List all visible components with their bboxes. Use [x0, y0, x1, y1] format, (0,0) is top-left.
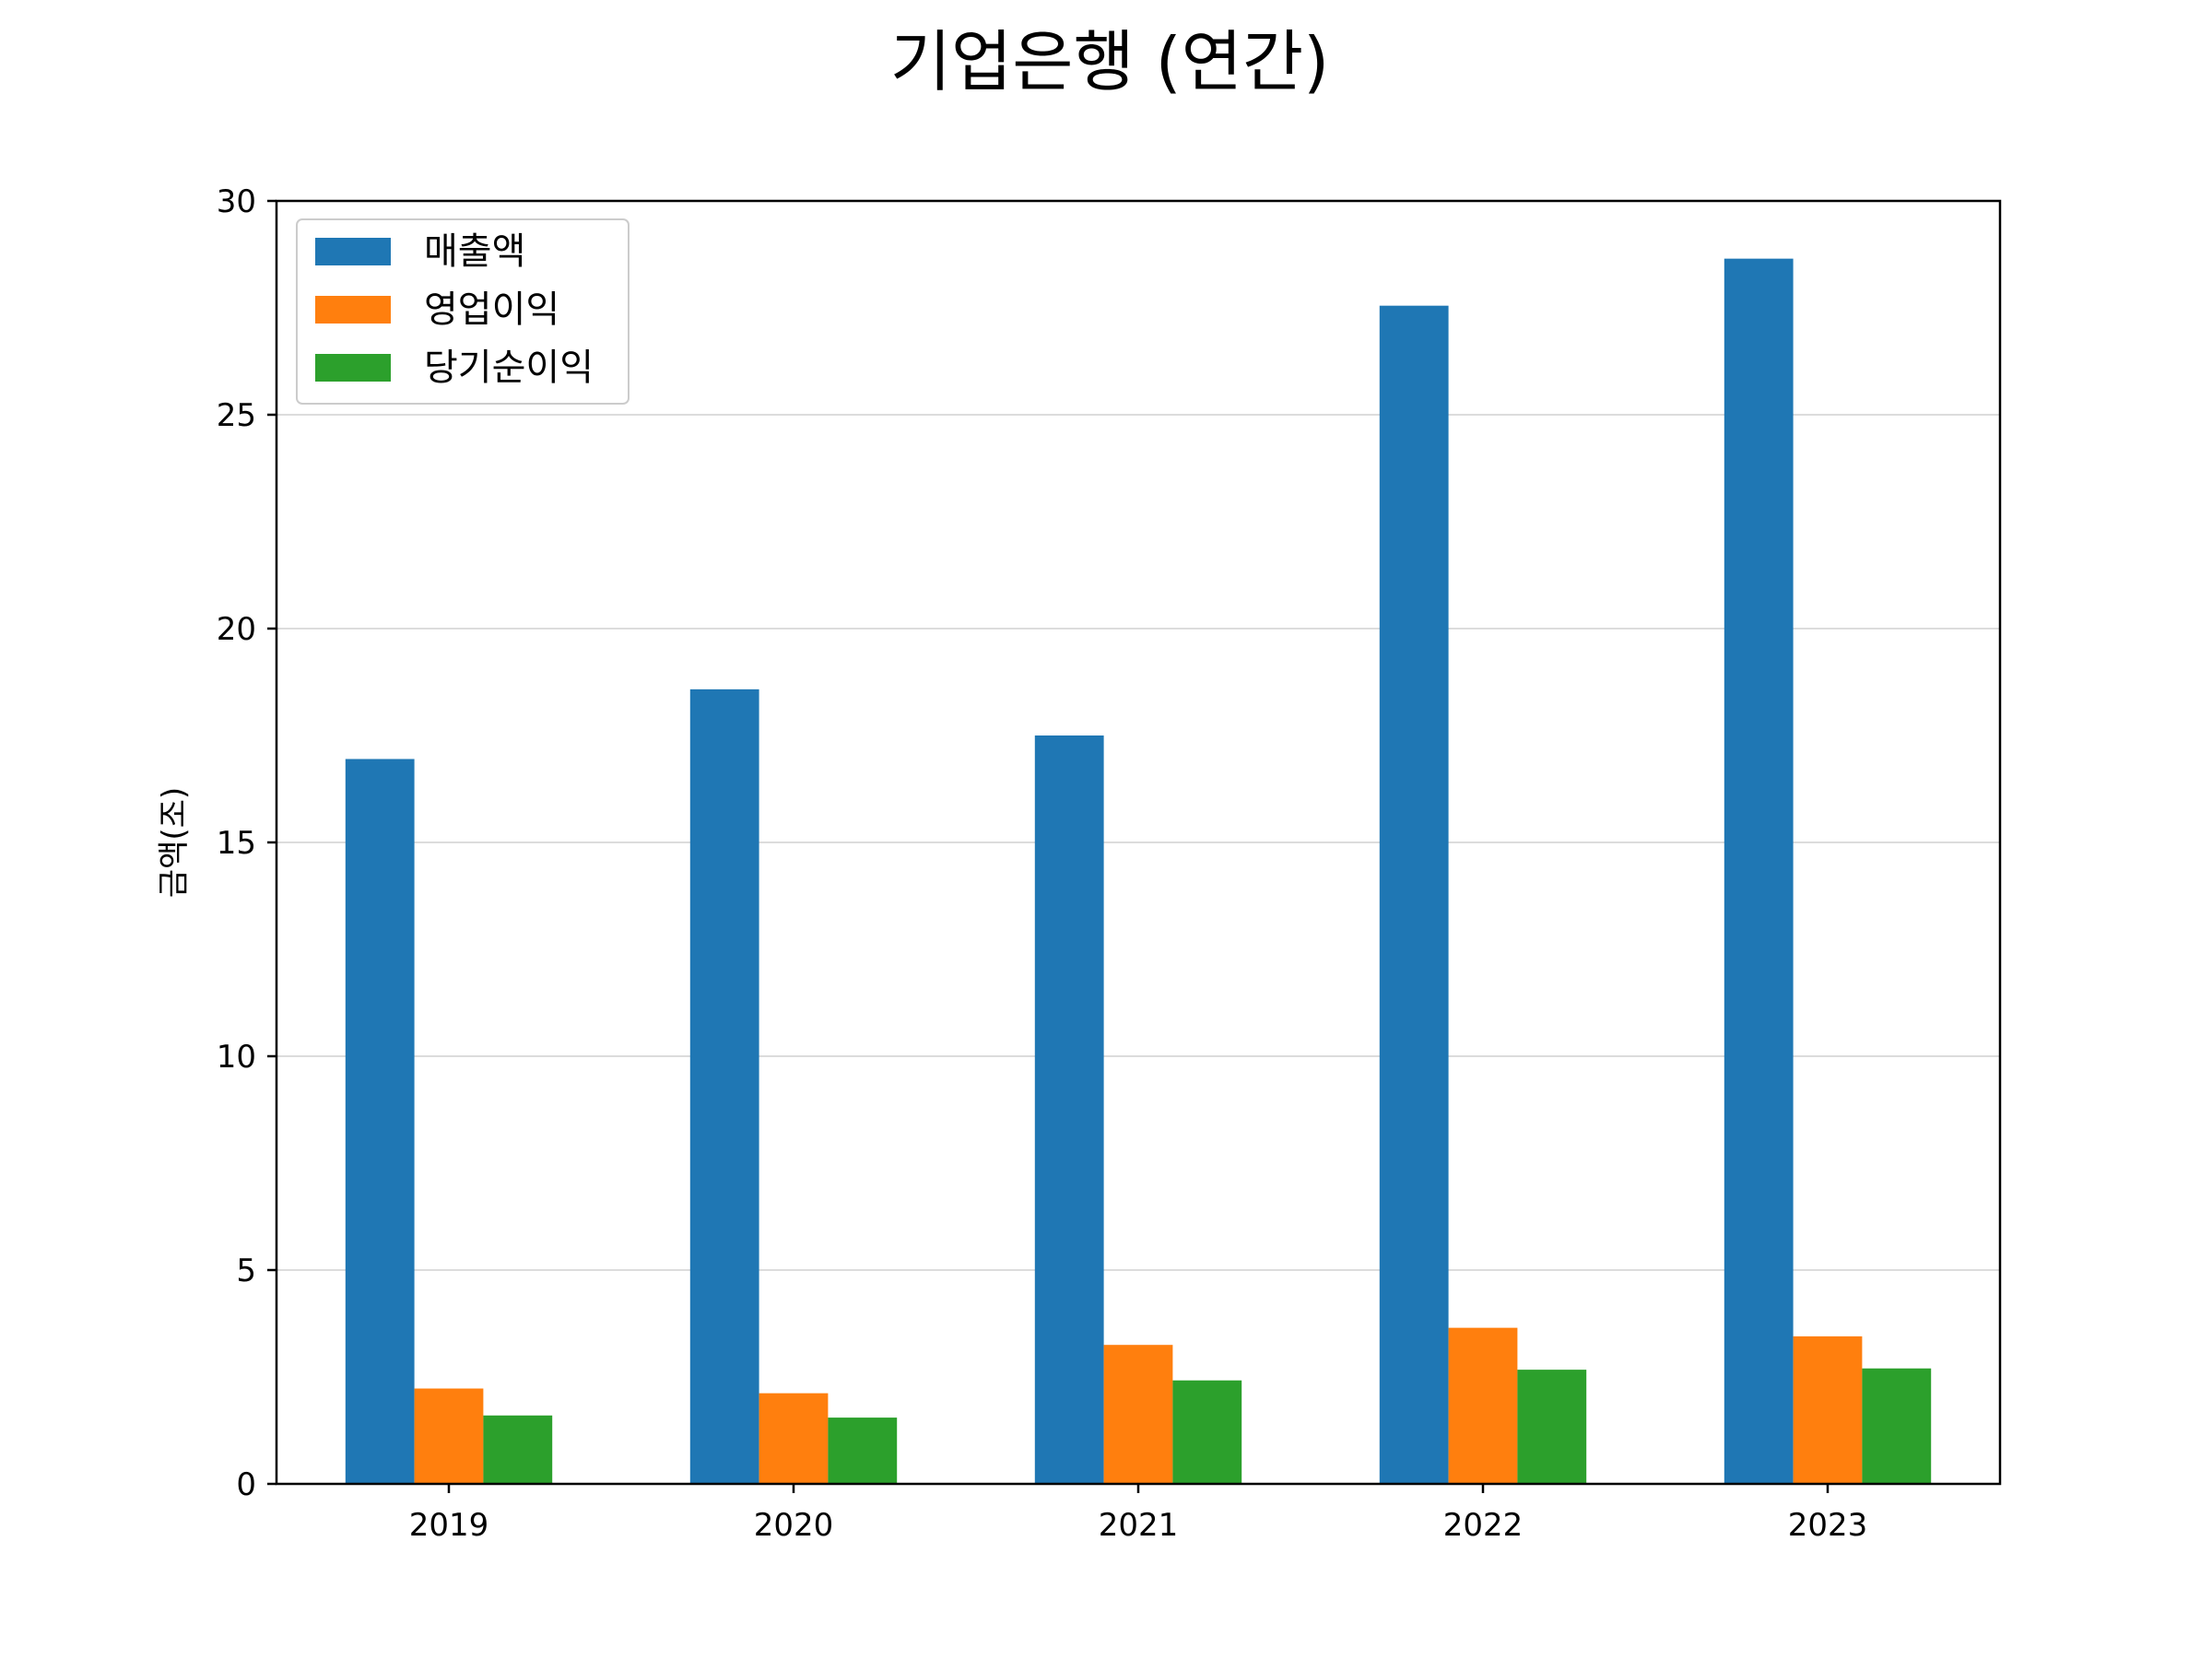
bar-2021-영업이익 [1103, 1345, 1173, 1484]
x-tick-label: 2019 [409, 1507, 489, 1544]
y-tick-label: 25 [217, 397, 256, 434]
bar-2021-매출액 [1034, 735, 1104, 1484]
x-tick-label: 2023 [1788, 1507, 1868, 1544]
y-axis-label: 금액(조) [156, 787, 193, 898]
legend-swatch [315, 354, 391, 382]
bar-2022-영업이익 [1448, 1327, 1518, 1484]
legend-label: 영업이익 [424, 288, 559, 331]
bar-2023-당기순이익 [1862, 1368, 1932, 1484]
y-axis: 0 5 10 15 20 25 30 [217, 183, 276, 1503]
y-tick-label: 5 [236, 1253, 256, 1289]
y-tick-label: 15 [217, 825, 256, 862]
gridlines [276, 414, 2000, 1271]
bar-2019-영업이익 [414, 1388, 484, 1484]
y-tick-label: 30 [217, 183, 256, 220]
y-tick-label: 10 [217, 1039, 256, 1076]
chart-title: 기업은행 (연간) [890, 23, 1330, 100]
legend-label: 당기순이익 [424, 347, 594, 389]
legend-swatch [315, 238, 391, 265]
bar-2020-당기순이익 [828, 1418, 898, 1484]
bar-2019-매출액 [345, 759, 415, 1484]
bar-2022-당기순이익 [1517, 1370, 1587, 1484]
bar-2020-매출액 [689, 688, 759, 1484]
x-tick-label: 2021 [1099, 1507, 1179, 1544]
x-tick-label: 2022 [1443, 1507, 1524, 1544]
x-tick-label: 2020 [754, 1507, 834, 1544]
bar-2020-영업이익 [759, 1393, 829, 1484]
bar-2022-매출액 [1379, 305, 1449, 1485]
legend-swatch [315, 296, 391, 324]
bar-2023-영업이익 [1793, 1335, 1863, 1484]
bar-2023-매출액 [1724, 258, 1794, 1484]
x-axis: 2019 2020 2021 2022 2023 [409, 1484, 1868, 1544]
bar-2019-당기순이익 [483, 1415, 553, 1484]
y-tick-label: 20 [217, 611, 256, 648]
legend-label: 매출액 [424, 230, 525, 273]
y-tick-label: 0 [236, 1466, 256, 1503]
bars [345, 258, 1932, 1485]
bar-2021-당기순이익 [1172, 1380, 1242, 1484]
